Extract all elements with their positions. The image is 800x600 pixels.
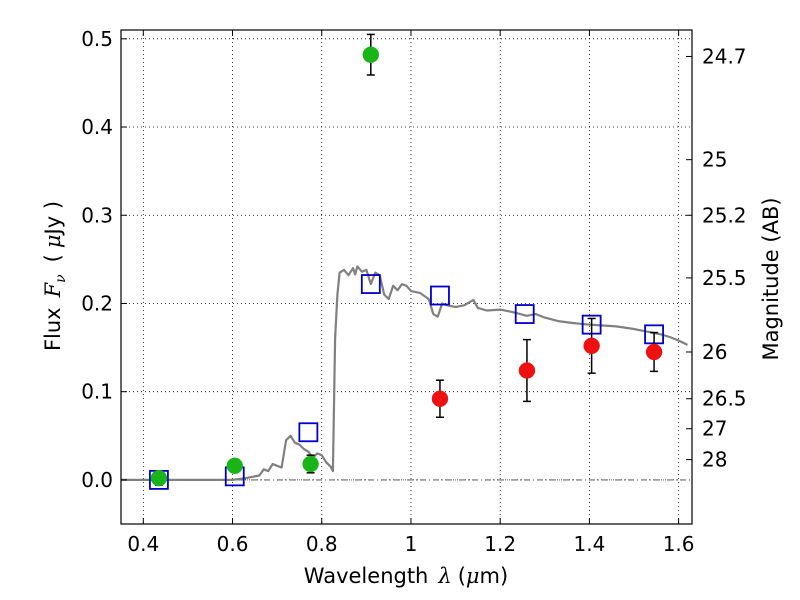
magnitude-tick-label: 24.7	[702, 44, 747, 68]
model-flux-square	[360, 274, 381, 294]
magnitude-tick-label: 26	[702, 340, 727, 364]
x-tick-label: 1	[405, 532, 418, 556]
series-layer	[121, 33, 688, 490]
y-axis-label: FluxFν(μJy )	[41, 201, 69, 351]
y-tick-label: 0.3	[81, 203, 113, 227]
model-flux-square	[514, 304, 535, 324]
y-tick-label: 0.5	[81, 27, 113, 51]
observed-flux-point	[302, 455, 319, 473]
x-tick-label: 1.4	[573, 532, 605, 556]
observed-flux-point	[226, 457, 244, 475]
ticks: 0.4 0.6 0.8 1 1.2 1.4 1.6 0.0 0.1 0.2 0.3 0.4 0.5 24.…	[81, 27, 746, 556]
magnitude-tick-label: 25.5	[702, 266, 747, 290]
observed-flux-point	[583, 337, 600, 355]
grid	[121, 30, 692, 524]
x-tick-label: 0.8	[306, 532, 338, 556]
observed-flux-point	[645, 343, 663, 361]
magnitude-tick-label: 28	[702, 448, 727, 472]
y-tick-label: 0.2	[81, 291, 113, 315]
observed-flux-point	[150, 469, 168, 487]
model-flux-square	[430, 285, 450, 306]
plot-frame	[120, 29, 693, 525]
magnitude-tick-label: 25	[702, 148, 727, 172]
magnitude-tick-label: 25.2	[702, 203, 747, 227]
x-tick-label: 1.6	[663, 532, 695, 556]
y-tick-label: 0.1	[81, 380, 113, 404]
model-flux-square	[298, 422, 319, 443]
magnitude-tick-label: 27	[702, 417, 727, 441]
template-spectrum-line	[121, 265, 688, 481]
magnitude-tick-label: 26.5	[702, 387, 747, 411]
y-tick-label: 0.0	[81, 468, 113, 492]
right-axis-label: Magnitude (AB)	[759, 197, 783, 360]
x-tick-label: 0.6	[217, 532, 249, 556]
x-tick-label: 0.4	[127, 532, 159, 556]
observed-flux-point	[362, 46, 380, 63]
x-axis-label: Wavelength λ (μm)	[304, 564, 508, 588]
observed-flux-point	[431, 390, 449, 407]
x-tick-label: 1.2	[484, 532, 516, 556]
observed-flux-point	[518, 362, 536, 379]
y-tick-label: 0.4	[81, 115, 113, 139]
